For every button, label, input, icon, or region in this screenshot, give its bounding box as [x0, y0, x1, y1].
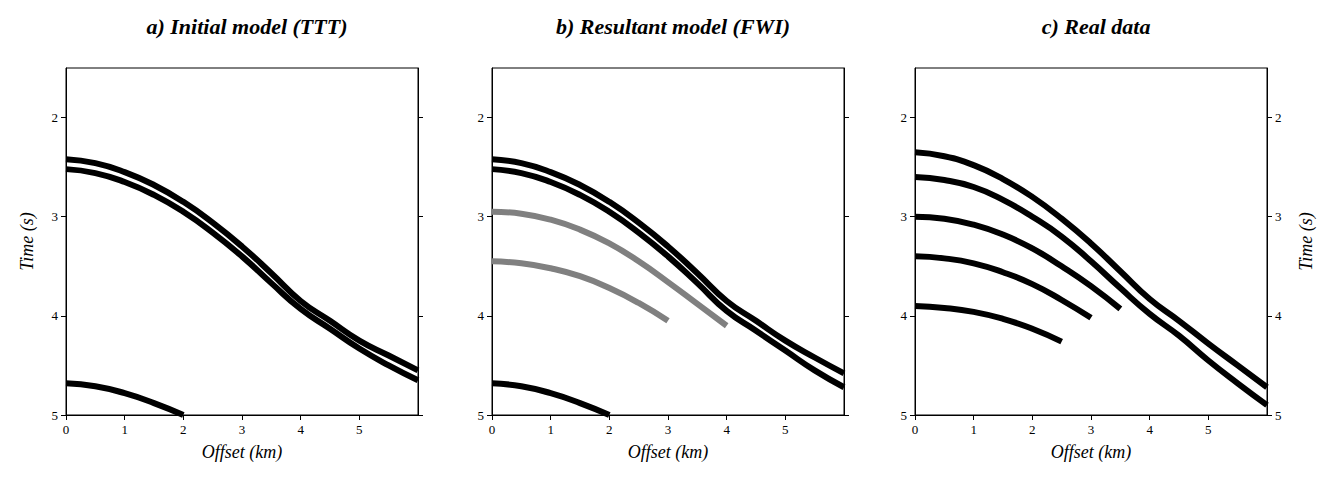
svg-text:2: 2	[180, 422, 187, 437]
svg-text:5: 5	[1205, 422, 1212, 437]
svg-text:3: 3	[901, 209, 908, 224]
svg-text:0: 0	[912, 422, 919, 437]
svg-text:1: 1	[121, 422, 128, 437]
svg-text:3: 3	[52, 209, 59, 224]
svg-text:Offset (km): Offset (km)	[1051, 442, 1131, 463]
svg-text:2: 2	[606, 422, 613, 437]
svg-text:4: 4	[1275, 308, 1282, 323]
svg-text:2: 2	[901, 110, 908, 125]
svg-text:5: 5	[52, 408, 59, 423]
svg-text:a) Initial model (TTT): a) Initial model (TTT)	[146, 14, 347, 39]
svg-text:Time (s): Time (s)	[1296, 212, 1317, 271]
svg-text:2: 2	[1029, 422, 1036, 437]
svg-text:4: 4	[723, 422, 730, 437]
svg-text:5: 5	[782, 422, 789, 437]
svg-text:Offset (km): Offset (km)	[202, 442, 282, 463]
svg-text:c) Real data: c) Real data	[1042, 14, 1151, 39]
svg-text:Time (s): Time (s)	[17, 212, 38, 271]
svg-text:1: 1	[547, 422, 554, 437]
svg-text:0: 0	[63, 422, 70, 437]
svg-text:2: 2	[478, 110, 485, 125]
svg-text:4: 4	[297, 422, 304, 437]
svg-text:4: 4	[901, 308, 908, 323]
svg-text:3: 3	[478, 209, 485, 224]
svg-text:Offset (km): Offset (km)	[628, 442, 708, 463]
svg-text:0: 0	[489, 422, 496, 437]
svg-text:3: 3	[239, 422, 246, 437]
svg-text:4: 4	[52, 308, 59, 323]
svg-text:4: 4	[478, 308, 485, 323]
svg-text:5: 5	[356, 422, 363, 437]
svg-text:3: 3	[1275, 209, 1282, 224]
svg-text:3: 3	[665, 422, 672, 437]
svg-text:5: 5	[901, 408, 908, 423]
svg-text:4: 4	[1146, 422, 1153, 437]
svg-text:2: 2	[52, 110, 59, 125]
svg-text:1: 1	[970, 422, 977, 437]
svg-text:2: 2	[1275, 110, 1282, 125]
svg-text:5: 5	[478, 408, 485, 423]
svg-text:5: 5	[1275, 408, 1282, 423]
svg-text:b) Resultant model (FWI): b) Resultant model (FWI)	[556, 14, 790, 39]
svg-text:3: 3	[1088, 422, 1095, 437]
